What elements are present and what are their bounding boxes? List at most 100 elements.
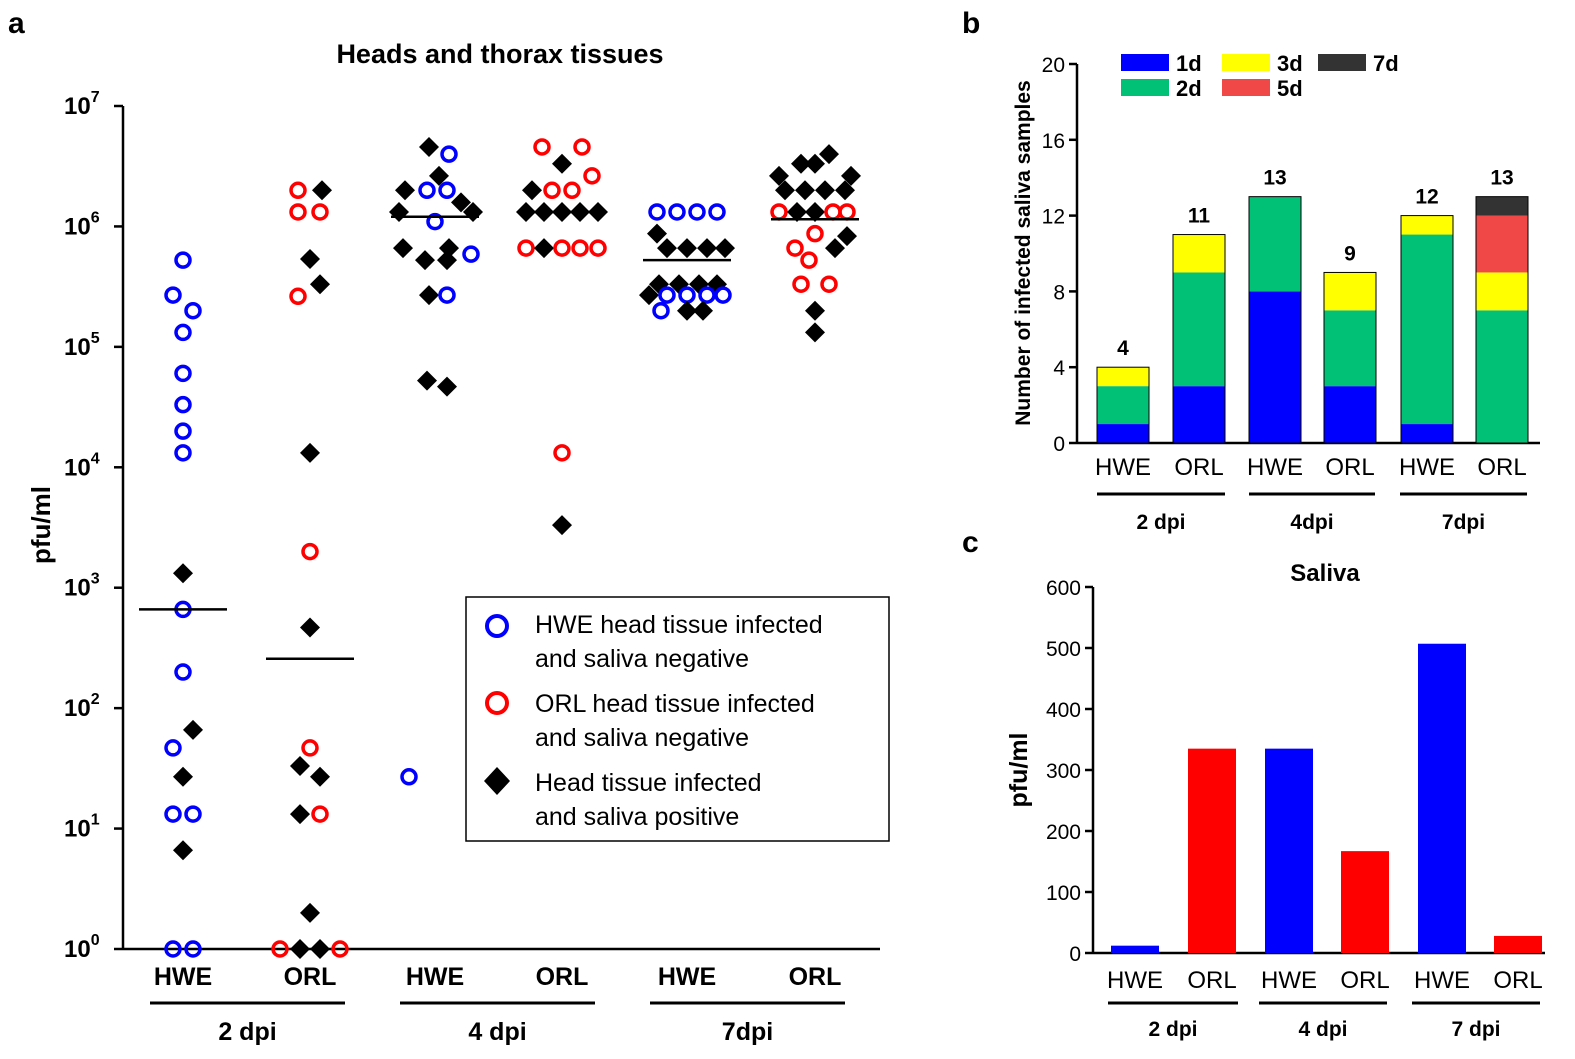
panel-b-y-axis-label: Number of infected saliva samples bbox=[1012, 80, 1035, 425]
panel-c-title: Saliva bbox=[1290, 560, 1360, 587]
a-point-black-diamond bbox=[835, 180, 855, 201]
a-point-black-diamond bbox=[451, 192, 471, 213]
a-point-blue-circle bbox=[418, 181, 436, 200]
panel-c-y-axis-label: pfu/ml bbox=[1005, 733, 1033, 808]
a-point-blue-circle bbox=[184, 940, 202, 958]
a-point-black-diamond bbox=[677, 300, 697, 321]
a-point-black-diamond bbox=[805, 300, 825, 321]
a-y-tick-base: 10 bbox=[64, 575, 91, 602]
a-point-red-circle bbox=[573, 138, 591, 156]
b-x-tick-label: ORL bbox=[1174, 454, 1223, 481]
a-point-red-circle bbox=[792, 275, 810, 293]
a-y-tick-label: 105 bbox=[64, 330, 100, 361]
a-y-tick-label: 106 bbox=[64, 209, 100, 240]
a-point-black-diamond bbox=[791, 153, 811, 174]
b-bar-segment-2d bbox=[1476, 310, 1528, 443]
a-y-tick-base: 10 bbox=[64, 93, 91, 120]
c-bar bbox=[1111, 945, 1159, 953]
a-point-blue-circle bbox=[174, 444, 192, 462]
c-y-tick-label: 100 bbox=[1046, 882, 1081, 905]
b-y-tick-label: 8 bbox=[1053, 281, 1065, 304]
c-x-tick-label: HWE bbox=[1107, 967, 1163, 994]
a-point-red-circle bbox=[800, 251, 818, 269]
c-bar bbox=[1418, 643, 1466, 953]
b-bar-segment-3d bbox=[1173, 234, 1225, 273]
a-point-blue-circle bbox=[438, 286, 456, 304]
a-point-blue-circle bbox=[708, 203, 726, 221]
b-bar-total-label: 12 bbox=[1415, 186, 1438, 209]
c-y-tick-label: 400 bbox=[1046, 699, 1081, 722]
a-y-tick-exponent: 1 bbox=[91, 812, 100, 829]
a-point-black-diamond bbox=[310, 274, 330, 295]
b-legend-label: 2d bbox=[1176, 76, 1202, 101]
a-point-red-circle bbox=[271, 940, 289, 958]
a-y-tick-base: 10 bbox=[64, 334, 91, 361]
panel-label-c: c bbox=[962, 526, 979, 559]
a-group-label: 2 dpi bbox=[218, 1018, 276, 1046]
a-y-tick-exponent: 0 bbox=[91, 932, 100, 949]
a-point-blue-circle bbox=[164, 805, 182, 823]
legend-item-3-line2: and saliva positive bbox=[535, 803, 739, 831]
a-point-blue-circle bbox=[678, 286, 696, 304]
legend-item-1-line2: and saliva negative bbox=[535, 645, 749, 673]
a-point-red-circle bbox=[786, 239, 804, 257]
a-point-black-diamond bbox=[439, 238, 459, 259]
a-point-black-diamond bbox=[290, 755, 310, 776]
b-legend-swatch-2d bbox=[1121, 79, 1169, 96]
b-bar-segment-7d bbox=[1476, 196, 1528, 216]
b-bar-segment-3d bbox=[1476, 272, 1528, 311]
panel-a-legend: HWE head tissue infected and saliva nega… bbox=[465, 596, 890, 842]
a-point-black-diamond bbox=[769, 165, 789, 186]
a-point-blue-circle bbox=[164, 940, 182, 958]
b-legend-label: 5d bbox=[1277, 76, 1303, 101]
b-bar-segment-1d bbox=[1401, 424, 1453, 443]
a-point-blue-circle bbox=[164, 286, 182, 304]
b-y-tick-label: 16 bbox=[1042, 130, 1065, 153]
a-y-tick-base: 10 bbox=[64, 213, 91, 240]
a-point-black-diamond bbox=[173, 840, 193, 861]
a-x-tick-label: HWE bbox=[658, 963, 716, 991]
a-point-red-circle bbox=[311, 203, 329, 221]
a-point-red-circle bbox=[824, 203, 842, 221]
a-point-blue-circle bbox=[184, 301, 202, 320]
b-bar-outline bbox=[1400, 215, 1454, 444]
a-y-tick-label: 103 bbox=[64, 571, 100, 602]
a-x-tick-label: ORL bbox=[284, 963, 337, 991]
a-point-red-circle bbox=[301, 542, 319, 561]
b-bar-outline bbox=[1248, 196, 1302, 444]
a-point-black-diamond bbox=[677, 238, 697, 259]
a-point-red-circle bbox=[289, 181, 307, 200]
b-bar-segment-2d bbox=[1173, 272, 1225, 387]
b-bar-total-label: 13 bbox=[1490, 167, 1513, 190]
a-point-red-circle bbox=[806, 224, 824, 243]
a-point-blue-circle bbox=[174, 364, 192, 383]
a-y-tick-label: 102 bbox=[64, 691, 100, 722]
a-point-black-diamond bbox=[300, 617, 320, 638]
legend-item-2-line2: and saliva negative bbox=[535, 724, 749, 752]
panel-a-chart: Heads and thorax tissues pfu/ml 10010110… bbox=[26, 39, 890, 1046]
a-point-red-circle bbox=[311, 805, 329, 823]
a-point-blue-circle bbox=[174, 395, 192, 414]
a-y-tick-exponent: 3 bbox=[91, 571, 100, 588]
a-y-tick-base: 10 bbox=[64, 936, 91, 963]
b-bar-segment-3d bbox=[1097, 367, 1149, 387]
a-point-black-diamond bbox=[393, 238, 413, 259]
a-point-black-diamond bbox=[787, 201, 807, 222]
a-point-blue-circle bbox=[658, 286, 676, 304]
b-y-tick-label: 12 bbox=[1042, 206, 1065, 229]
panel-b-axes: 0 4 8 12 16 20 bbox=[1042, 54, 1540, 456]
a-point-black-diamond bbox=[419, 285, 439, 306]
a-point-blue-circle bbox=[714, 286, 732, 304]
b-bar-outline bbox=[1475, 196, 1529, 444]
a-point-black-diamond bbox=[805, 201, 825, 222]
panel-a-y-axis-label: pfu/ml bbox=[26, 486, 56, 564]
b-x-tick-label: HWE bbox=[1095, 454, 1151, 481]
a-point-black-diamond bbox=[415, 250, 435, 271]
c-bar bbox=[1265, 748, 1313, 953]
b-bar-segment-3d bbox=[1401, 215, 1453, 235]
a-point-blue-circle bbox=[688, 203, 706, 221]
a-group-label: 7dpi bbox=[722, 1018, 773, 1046]
a-y-tick-exponent: 6 bbox=[91, 209, 100, 226]
